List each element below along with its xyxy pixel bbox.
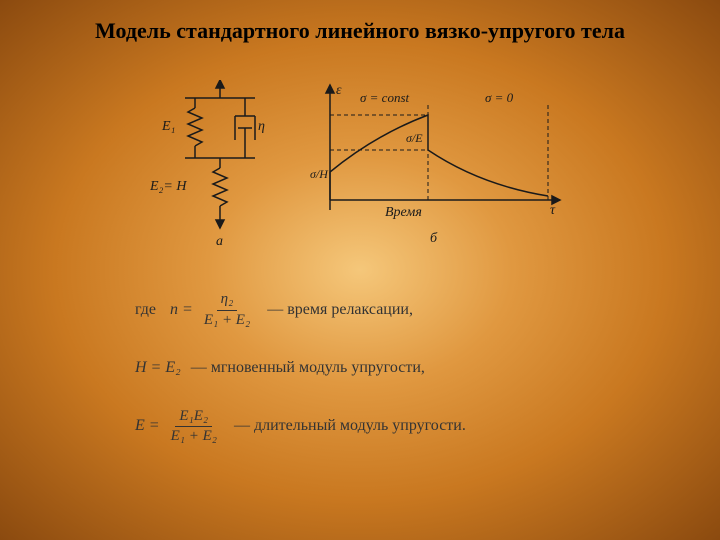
diagram-svg: E₁ η E₂= H а σ = cons: [150, 80, 570, 250]
formula-row-1: где n = η₂ E₁ + E₂ — время релаксации,: [135, 290, 595, 330]
label-epsilon: ε: [336, 83, 342, 98]
eq-n: n = η₂ E₁ + E₂: [170, 290, 257, 330]
desc-1: — время релаксации,: [267, 300, 413, 321]
label-sigma-const: σ = const: [360, 90, 410, 105]
page-title: Модель стандартного линейного вязко-упру…: [0, 18, 720, 44]
frac-E-den: E₁ + E₂: [167, 427, 221, 447]
label-eta: η: [258, 119, 265, 134]
equals-text-2: =: [145, 416, 164, 437]
desc-2: — мгновенный модуль упругости,: [191, 358, 425, 379]
desc-3: — длительный модуль упругости.: [234, 416, 466, 437]
label-b: б: [430, 231, 438, 246]
label-sE: σ/E: [406, 131, 423, 145]
var-n: n: [170, 300, 178, 321]
label-E2H: E₂= H: [150, 179, 187, 194]
frac-n: η₂ E₁ + E₂: [200, 290, 254, 330]
label-time: Время: [385, 205, 422, 220]
var-E: E: [135, 416, 145, 437]
formulas-block: где n = η₂ E₁ + E₂ — время релаксации, H…: [135, 290, 595, 475]
frac-E: E₁E₂ E₁ + E₂: [167, 407, 221, 447]
equals-text: =: [178, 300, 197, 321]
formula-row-3: E = E₁E₂ E₁ + E₂ — длительный модуль упр…: [135, 407, 595, 447]
label-a: а: [216, 234, 223, 249]
frac-E-num: E₁E₂: [175, 407, 212, 428]
label-sH: σ/H: [310, 167, 329, 181]
eq-E: E = E₁E₂ E₁ + E₂: [135, 407, 224, 447]
frac-n-den: E₁ + E₂: [200, 311, 254, 331]
label-tau: τ: [550, 203, 556, 218]
label-sigma-zero: σ = 0: [485, 90, 514, 105]
formula-row-2: H = E₂ — мгновенный модуль упругости,: [135, 358, 595, 379]
eq-H: H = E₂: [135, 358, 181, 379]
label-E1: E₁: [161, 119, 175, 134]
figure-container: E₁ η E₂= H а σ = cons: [150, 80, 570, 250]
lead-gde: где: [135, 300, 156, 321]
frac-n-num: η₂: [217, 290, 238, 311]
